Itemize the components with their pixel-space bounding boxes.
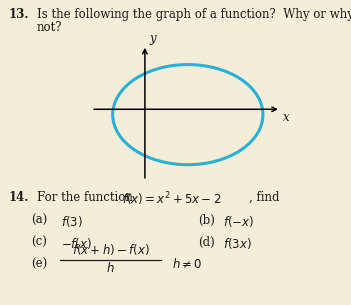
Text: not?: not?: [37, 21, 62, 34]
Text: Is the following the graph of a function?  Why or why: Is the following the graph of a function…: [37, 8, 351, 21]
Text: x: x: [283, 111, 289, 124]
Text: $h \neq 0$: $h \neq 0$: [172, 257, 203, 271]
Text: 13.: 13.: [9, 8, 29, 21]
Text: (a): (a): [32, 214, 48, 227]
Text: y: y: [149, 32, 156, 45]
Text: (b): (b): [198, 214, 215, 227]
Text: $h$: $h$: [106, 261, 115, 275]
Text: $f(x) = x^2 + 5x - 2$: $f(x) = x^2 + 5x - 2$: [122, 191, 221, 208]
Text: $f(-x)$: $f(-x)$: [223, 214, 254, 229]
Text: $f(3x)$: $f(3x)$: [223, 236, 252, 251]
Text: $f(3)$: $f(3)$: [61, 214, 83, 229]
Text: , find: , find: [249, 191, 280, 204]
Text: $f(x + h) - f(x)$: $f(x + h) - f(x)$: [72, 242, 150, 257]
Text: For the function: For the function: [37, 191, 137, 204]
Text: (c): (c): [32, 236, 47, 249]
Text: 14.: 14.: [9, 191, 29, 204]
Text: (d): (d): [198, 236, 215, 249]
Text: (e): (e): [32, 258, 48, 271]
Text: $-f(x)$: $-f(x)$: [61, 236, 93, 251]
